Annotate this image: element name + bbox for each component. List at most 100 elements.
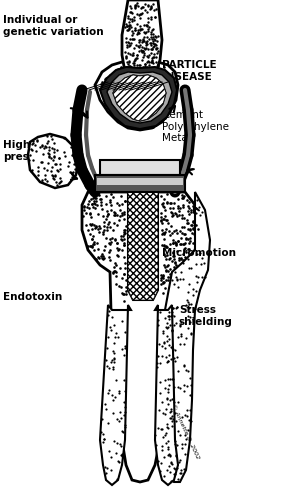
Point (149, 38, 153, 46)
Point (153, 432, 157, 440)
Point (91, 202, 95, 210)
Point (123, 408, 128, 416)
Point (72, 160, 76, 168)
Point (141, 84, 146, 92)
Point (188, 391, 193, 399)
Point (33, 142, 37, 150)
Point (141, 121, 146, 129)
Point (151, 104, 155, 112)
Point (128, 80, 133, 88)
Point (127, 116, 132, 124)
Point (106, 210, 110, 218)
Point (151, 43, 155, 51)
Point (186, 300, 191, 308)
Point (150, 104, 154, 112)
Point (129, 63, 133, 71)
Point (45, 138, 50, 145)
Point (122, 259, 127, 267)
Point (189, 330, 193, 338)
Point (179, 194, 184, 202)
Point (172, 252, 177, 260)
Point (164, 324, 169, 332)
Point (164, 276, 168, 284)
Point (125, 79, 129, 87)
Point (149, 50, 154, 58)
Point (109, 466, 113, 474)
Point (186, 367, 190, 375)
Point (101, 430, 106, 438)
Point (156, 62, 160, 70)
Point (160, 200, 164, 207)
Point (141, 38, 146, 46)
Point (118, 110, 122, 118)
Point (119, 96, 123, 104)
Point (164, 358, 169, 366)
Point (116, 388, 121, 396)
Point (165, 190, 170, 198)
Polygon shape (97, 178, 183, 185)
Point (142, 49, 147, 57)
Point (146, 108, 151, 116)
Polygon shape (100, 160, 180, 175)
Point (174, 452, 178, 460)
Point (166, 376, 170, 384)
Point (104, 406, 108, 413)
Point (206, 250, 210, 258)
Point (96, 253, 100, 261)
Point (154, 49, 159, 57)
Point (58, 165, 62, 173)
Point (173, 241, 178, 249)
Point (126, 26, 130, 34)
Point (107, 256, 112, 264)
Point (114, 376, 118, 384)
Point (147, 102, 151, 110)
Point (130, 114, 135, 122)
Point (127, 84, 131, 92)
Point (147, 24, 152, 32)
Point (138, 64, 143, 72)
Point (135, 52, 139, 60)
Point (158, 112, 162, 120)
Point (135, 118, 140, 126)
Point (117, 417, 121, 425)
Point (136, 112, 140, 120)
Point (165, 70, 169, 78)
Point (102, 436, 106, 444)
Point (160, 230, 164, 238)
Point (163, 344, 168, 351)
Point (175, 302, 179, 310)
Point (168, 452, 172, 460)
Point (150, 123, 155, 131)
Point (151, 34, 155, 42)
Point (165, 322, 170, 330)
Point (100, 252, 105, 260)
Point (47, 142, 51, 150)
Point (173, 304, 178, 312)
Point (126, 60, 130, 68)
Polygon shape (122, 0, 162, 85)
Point (167, 408, 172, 416)
Point (92, 238, 96, 246)
Point (136, 42, 141, 50)
Point (133, 66, 137, 74)
Point (135, 91, 140, 99)
Point (127, 14, 132, 22)
Point (119, 192, 124, 200)
Point (129, 111, 134, 119)
Text: Individual or
genetic variation: Individual or genetic variation (3, 15, 103, 36)
Point (133, 54, 138, 62)
Point (162, 92, 166, 100)
Point (126, 104, 131, 112)
Point (149, 41, 154, 49)
Point (97, 254, 101, 262)
Point (135, 86, 140, 94)
Point (162, 230, 166, 237)
Point (108, 224, 112, 232)
Point (152, 6, 156, 14)
Point (51, 140, 56, 147)
Point (162, 472, 167, 480)
Point (117, 80, 122, 88)
Point (52, 152, 56, 160)
Point (170, 326, 174, 334)
Point (161, 278, 166, 286)
